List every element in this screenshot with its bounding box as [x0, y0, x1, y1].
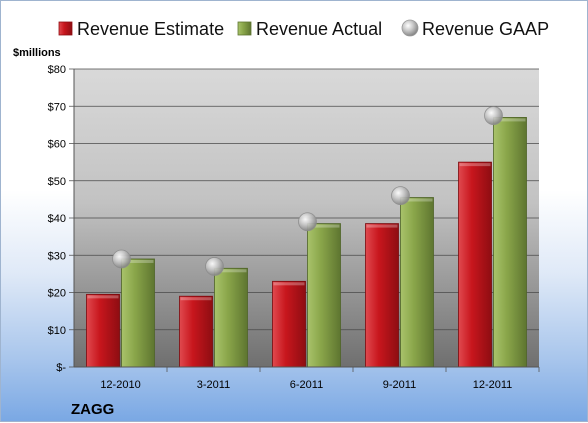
bar-highlight [459, 163, 491, 167]
y-tick-label: $50 [48, 176, 66, 188]
legend-swatch-estimate [58, 21, 73, 36]
y-tick-label: $10 [48, 325, 66, 337]
bar-revenue-actual [121, 258, 155, 368]
bar-revenue-estimate [272, 280, 306, 368]
x-tick-label: 6-2011 [290, 379, 323, 391]
y-tick-label: $80 [48, 64, 66, 76]
bar-highlight [308, 224, 340, 228]
bar-highlight [87, 295, 119, 299]
bar-revenue-estimate [458, 161, 492, 368]
y-tick-label: $40 [48, 213, 66, 225]
bars [86, 117, 527, 368]
bar-revenue-estimate [86, 293, 120, 368]
marker-revenue-gaap [391, 186, 410, 206]
legend-label-actual: Revenue Actual [256, 19, 382, 39]
marker-revenue-gaap [112, 249, 131, 269]
x-tick-label: 12-2011 [473, 379, 513, 391]
bar-revenue-actual [400, 197, 434, 368]
gaap-markers [112, 106, 503, 276]
bar-highlight [401, 198, 433, 202]
y-tick-label: $- [56, 362, 66, 374]
bar-highlight [215, 269, 247, 273]
bar-revenue-actual [307, 223, 341, 368]
marker-revenue-gaap [205, 257, 224, 276]
x-tick-label: 9-2011 [383, 379, 416, 391]
marker-revenue-gaap [298, 212, 317, 232]
legend: Revenue Estimate Revenue Actual Revenue … [58, 19, 549, 39]
y-tick-label: $60 [48, 139, 66, 151]
axes: $- $10 $20 $30 $40 $50 $60 $70 $80 12-2010 3-2011 6… [48, 64, 540, 391]
legend-item-revenue-gaap: Revenue GAAP [401, 19, 549, 39]
company-label: ZAGG [71, 401, 114, 418]
legend-label-estimate: Revenue Estimate [77, 19, 224, 39]
bar-revenue-actual [214, 267, 248, 368]
legend-item-revenue-actual: Revenue Actual [237, 19, 382, 39]
bar-highlight [366, 224, 398, 228]
bar-revenue-estimate [365, 223, 399, 368]
y-tick-label: $30 [48, 250, 66, 262]
y-tick-label: $70 [48, 101, 66, 113]
x-tick-label: 3-2011 [197, 379, 230, 391]
bar-revenue-estimate [179, 295, 213, 368]
legend-swatch-gaap [401, 19, 419, 37]
bar-highlight [273, 282, 305, 286]
legend-item-revenue-estimate: Revenue Estimate [58, 19, 224, 39]
bar-revenue-actual [493, 117, 527, 368]
legend-swatch-actual [237, 21, 252, 36]
bar-highlight [494, 118, 526, 122]
x-tick-label: 12-2010 [100, 379, 140, 391]
y-tick-label: $20 [48, 288, 66, 300]
unit-label: $millions [13, 47, 61, 59]
bar-highlight [122, 259, 154, 263]
bar-highlight [180, 297, 212, 301]
legend-label-gaap: Revenue GAAP [422, 19, 549, 39]
marker-revenue-gaap [484, 106, 503, 125]
